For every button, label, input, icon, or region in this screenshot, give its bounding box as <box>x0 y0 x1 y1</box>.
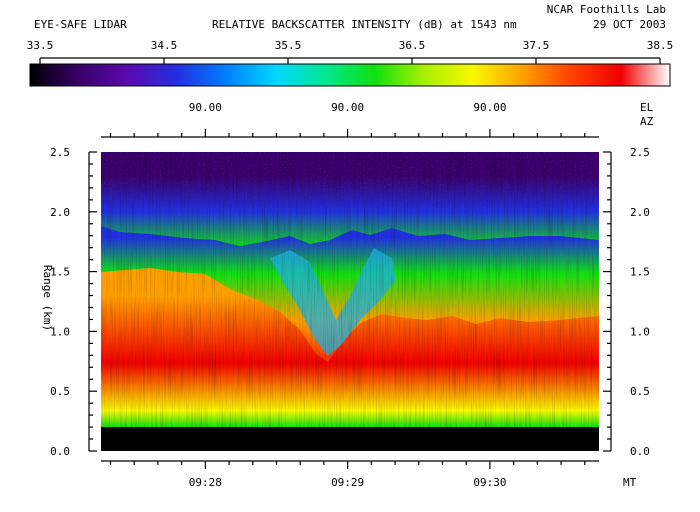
scan-ticks: 90.00 90.00 90.00 <box>109 101 586 137</box>
date-label: 29 OCT 2003 <box>593 18 666 31</box>
colorbar-ticks <box>39 58 661 64</box>
az-label: AZ <box>640 115 654 128</box>
x-axis: 09:28 09:29 09:30 <box>101 460 599 489</box>
lab-label: NCAR Foothills Lab <box>547 3 666 16</box>
y-tick-label-left: 2.0 <box>50 206 70 219</box>
colorbar-tick-label: 38.5 <box>647 39 674 52</box>
y-axis-label: Range (km) <box>41 265 54 331</box>
chart-title: RELATIVE BACKSCATTER INTENSITY (dB) at 1… <box>212 18 517 31</box>
colorbar-tick-label: 37.5 <box>523 39 550 52</box>
elevation-label: 90.00 <box>189 101 222 114</box>
colorbar-tick-labels: 33.5 34.5 35.5 36.5 37.5 38.5 <box>27 39 674 52</box>
instrument-label: EYE-SAFE LIDAR <box>34 18 127 31</box>
elevation-label: 90.00 <box>473 101 506 114</box>
x-axis-label: MT <box>623 476 637 489</box>
y-tick-label-right: 2.5 <box>630 146 650 159</box>
colorbar-ramp <box>29 63 671 87</box>
plot-area <box>101 152 599 451</box>
y-tick-label-left: 0.0 <box>50 445 70 458</box>
x-tick-label: 09:29 <box>331 476 364 489</box>
x-tick-label: 09:30 <box>473 476 506 489</box>
colorbar-tick-label: 36.5 <box>399 39 426 52</box>
colorbar-tick-label: 35.5 <box>275 39 302 52</box>
y-tick-label-right: 0.5 <box>630 385 650 398</box>
y-tick-label-left: 1.5 <box>50 266 70 279</box>
y-tick-label-left: 1.0 <box>50 325 70 338</box>
colorbar-tick-label: 34.5 <box>151 39 178 52</box>
scan-axis: 90.00 90.00 90.00 EL AZ <box>101 101 654 138</box>
speckle-overlay <box>101 152 599 244</box>
y-tick-label-right: 2.0 <box>630 206 650 219</box>
y-tick-label-left: 0.5 <box>50 385 70 398</box>
y-tick-label-left: 2.5 <box>50 146 70 159</box>
y-axis-left: 0.0 0.5 1.0 1.5 2.0 2.5 <box>50 146 97 458</box>
colorbar-tick-label: 33.5 <box>27 39 54 52</box>
elevation-label: 90.00 <box>331 101 364 114</box>
y-axis-right: 0.0 0.5 1.0 1.5 2.0 2.5 <box>603 146 650 458</box>
near-field-band <box>101 427 599 451</box>
y-tick-label-right: 1.0 <box>630 325 650 338</box>
y-tick-label-right: 1.5 <box>630 266 650 279</box>
el-label: EL <box>640 101 654 114</box>
y-tick-label-right: 0.0 <box>630 445 650 458</box>
colorbar: 33.5 34.5 35.5 36.5 37.5 38.5 <box>27 39 674 87</box>
x-tick-label: 09:28 <box>189 476 222 489</box>
